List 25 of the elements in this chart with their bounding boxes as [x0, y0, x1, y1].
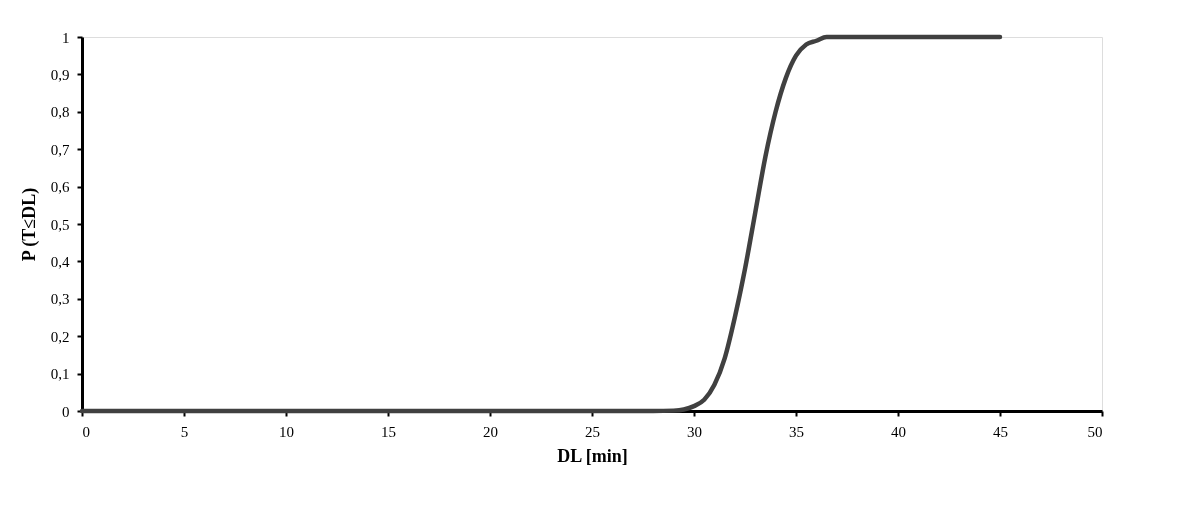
x-tick-label: 5: [180, 423, 189, 440]
y-tick-label: 1: [62, 29, 70, 46]
x-tick-label: 20: [483, 423, 498, 440]
y-axis-title: P (T≤DL): [18, 187, 40, 262]
y-tick-label: 0: [62, 403, 70, 420]
x-axis-title: DL [min]: [557, 445, 628, 466]
x-tick-label: 15: [381, 423, 396, 440]
y-tick-label: 0,4: [50, 253, 70, 270]
y-tick-label: 0,9: [50, 66, 70, 83]
x-tick-label: 10: [279, 423, 294, 440]
x-tick-label: 30: [687, 423, 702, 440]
y-tick-label: 0,3: [50, 291, 70, 308]
line-series: [79, 34, 1003, 414]
x-tick-label: 40: [891, 423, 906, 440]
y-tick-label: 0,6: [50, 179, 70, 196]
x-tick-label: 35: [789, 423, 804, 440]
y-tick-label: 0,7: [50, 141, 70, 158]
x-tick-label: 50: [1087, 423, 1103, 440]
y-tick-label: 0,8: [50, 104, 70, 121]
y-tick-label: 0,1: [50, 366, 70, 383]
x-tick-label: 25: [585, 423, 600, 440]
x-tick-label: 45: [993, 423, 1008, 440]
x-tick-label: 0: [82, 423, 90, 440]
y-tick-label: 0,5: [50, 216, 70, 233]
y-tick-label: 0,2: [50, 328, 70, 345]
